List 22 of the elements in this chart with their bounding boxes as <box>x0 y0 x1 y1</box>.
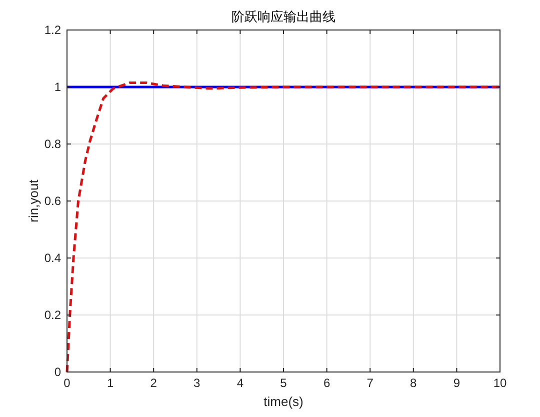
x-tick-label: 7 <box>366 376 374 390</box>
x-tick-label: 0 <box>64 376 71 390</box>
x-tick-label: 5 <box>280 376 288 390</box>
y-tick-label: 0.6 <box>44 194 62 208</box>
x-tick-label: 8 <box>410 376 418 390</box>
line-series <box>66 81 502 374</box>
x-tick-label: 10 <box>493 376 507 390</box>
x-tick-label: 4 <box>236 376 244 390</box>
y-axis-title: rin,yout <box>26 179 41 222</box>
x-tick-label: 9 <box>453 376 460 390</box>
chart-title: 阶跃响应输出曲线 <box>232 9 336 24</box>
x-tick-label: 1 <box>106 376 114 390</box>
y-tick-label: 0 <box>54 365 62 379</box>
x-axis-title: time(s) <box>264 394 304 409</box>
y-tick-label: 0.4 <box>44 251 62 265</box>
y-tick-label: 0.8 <box>44 137 62 151</box>
x-tick-label: 3 <box>194 376 201 390</box>
y-tick-label: 0.2 <box>44 308 62 322</box>
x-tick-label: 2 <box>150 376 158 390</box>
x-tick-label: 6 <box>323 376 330 390</box>
y-tick-label: 1.2 <box>44 23 62 37</box>
y-tick-label: 1 <box>54 80 62 94</box>
